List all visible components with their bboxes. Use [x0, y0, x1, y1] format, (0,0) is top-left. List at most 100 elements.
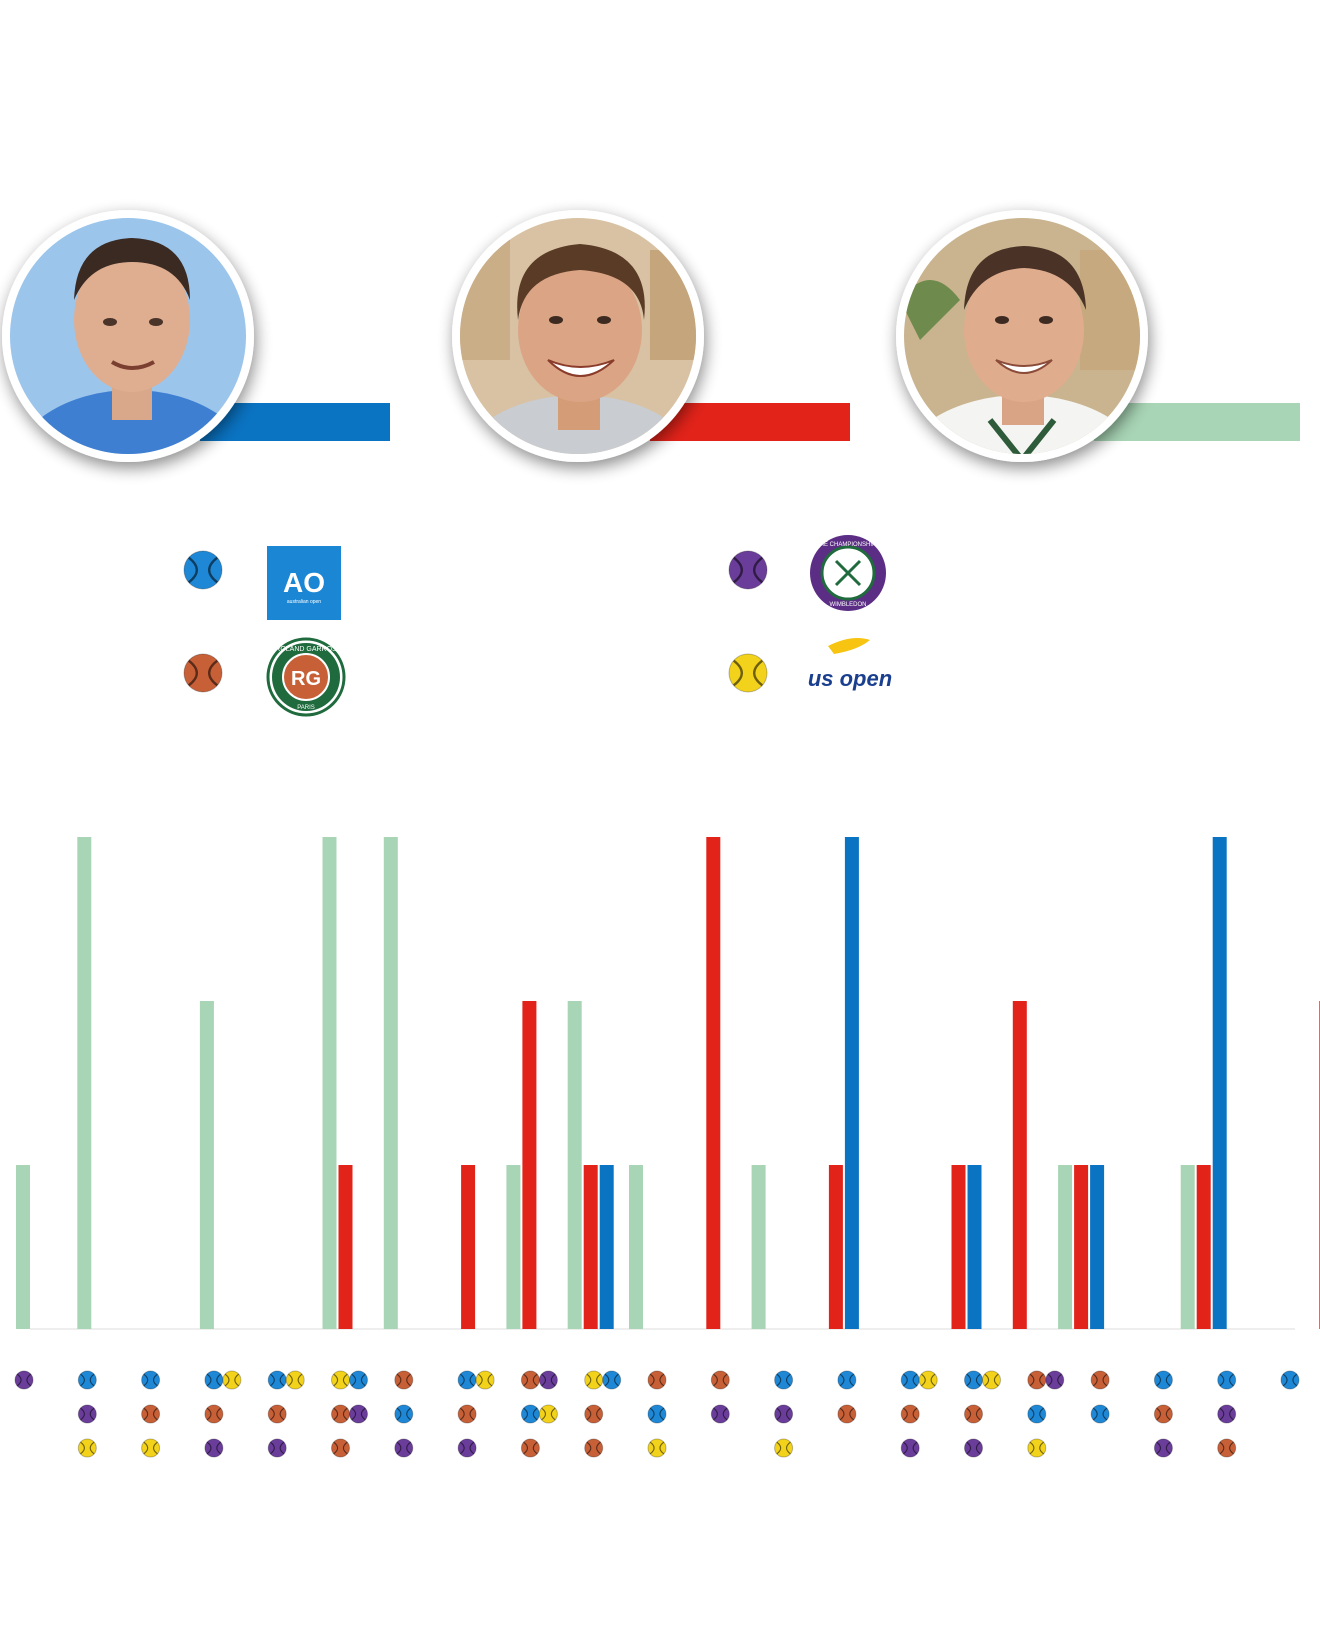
australian-open-logo: AO australian open — [267, 546, 341, 620]
tennis-ball-icon — [520, 1370, 540, 1390]
tennis-ball-icon — [520, 1404, 540, 1424]
bar-nadal-season-16 — [951, 1165, 966, 1329]
legend-item-australian-open: AO australian open — [183, 546, 341, 620]
tennis-ball-icon — [204, 1404, 224, 1424]
tennis-ball-icon — [1027, 1404, 1047, 1424]
svg-text:WIMBLEDON: WIMBLEDON — [829, 602, 866, 608]
tennis-ball-icon — [982, 1370, 1001, 1390]
tennis-ball-icon — [728, 653, 768, 693]
bar-nadal-season-8 — [461, 1165, 476, 1329]
tennis-ball-icon — [394, 1438, 414, 1458]
tennis-ball-icon — [394, 1370, 414, 1390]
tennis-ball-icon — [457, 1404, 477, 1424]
roland-garros-logo: RG ROLAND GARROS PARIS — [266, 637, 346, 717]
tennis-ball-icon — [1153, 1370, 1173, 1390]
bar-federer-season-4 — [199, 1001, 214, 1329]
svg-text:ROLAND GARROS: ROLAND GARROS — [275, 646, 337, 653]
bar-federer-season-7 — [383, 837, 398, 1329]
tennis-ball-icon — [647, 1404, 667, 1424]
tennis-ball-icon — [900, 1404, 920, 1424]
tennis-ball-icon — [774, 1404, 794, 1424]
legend-item-us-open: us open — [728, 638, 892, 693]
tennis-ball-icon — [141, 1370, 161, 1390]
tennis-ball-icon — [710, 1404, 730, 1424]
bar-nadal-season-10 — [583, 1165, 598, 1329]
tennis-ball-icon — [520, 1438, 540, 1458]
tennis-ball-icon — [1217, 1438, 1237, 1458]
bar-nadal-season-18 — [1074, 1165, 1089, 1329]
tennis-ball-icon — [538, 1370, 558, 1390]
tennis-ball-icon — [1090, 1370, 1110, 1390]
tennis-ball-icon — [77, 1404, 97, 1424]
tennis-ball-icon — [457, 1438, 477, 1458]
tennis-ball-icon — [710, 1370, 730, 1390]
tennis-ball-shape — [183, 550, 223, 590]
tennis-ball-shape — [728, 550, 768, 590]
tennis-ball-icon — [900, 1438, 920, 1458]
bar-federer-season-13 — [751, 1165, 766, 1329]
bar-federer-season-11 — [629, 1165, 643, 1329]
tournament-legend: AO australian open RG ROLAND GARROS PARI… — [183, 535, 892, 717]
bar-djokovic-season-14 — [844, 837, 859, 1329]
bar-federer-season-1 — [16, 1165, 30, 1329]
svg-text:us open: us open — [808, 666, 892, 691]
tennis-ball-icon — [141, 1438, 161, 1458]
tennis-ball-shape — [728, 653, 768, 693]
tennis-ball-icon — [964, 1438, 983, 1458]
tennis-ball-icon — [647, 1438, 667, 1458]
tennis-ball-icon — [267, 1438, 287, 1458]
tennis-ball-icon — [141, 1404, 161, 1424]
tennis-ball-icon — [602, 1370, 622, 1390]
tennis-ball-icon — [918, 1370, 938, 1390]
tennis-ball-icon — [394, 1404, 414, 1424]
bar-nadal-season-20 — [1196, 1165, 1211, 1329]
bar-federer-season-9 — [506, 1165, 521, 1329]
tennis-ball-icon — [964, 1370, 983, 1390]
tennis-ball-icon — [285, 1370, 305, 1390]
tennis-ball-icon — [1153, 1404, 1173, 1424]
tennis-ball-icon — [584, 1370, 604, 1390]
tennis-ball-icon — [964, 1404, 983, 1424]
tennis-ball-icon — [267, 1370, 287, 1390]
tennis-ball-icon — [204, 1438, 224, 1458]
bar-djokovic-season-16 — [967, 1165, 982, 1329]
tennis-ball-icon — [1090, 1404, 1110, 1424]
tennis-ball-icon — [837, 1404, 857, 1424]
bar-federer-season-20 — [1180, 1165, 1195, 1329]
tennis-ball-icon — [1217, 1404, 1237, 1424]
tennis-ball-icon — [1280, 1370, 1300, 1390]
tennis-ball-icon — [331, 1370, 350, 1390]
player-3-photo — [904, 218, 1140, 454]
tennis-ball-icon — [774, 1370, 794, 1390]
bar-djokovic-season-20 — [1212, 837, 1227, 1329]
tennis-ball-icon — [457, 1370, 477, 1390]
player-2-color-bar — [650, 403, 850, 441]
player-2-photo — [460, 218, 696, 454]
bar-nadal-season-17 — [1012, 1001, 1027, 1329]
bar-group — [16, 837, 1320, 1329]
svg-text:THE CHAMPIONSHIPS: THE CHAMPIONSHIPS — [816, 542, 880, 548]
svg-text:RG: RG — [291, 668, 321, 690]
tennis-ball-icon — [222, 1370, 242, 1390]
svg-text:australian open: australian open — [287, 599, 321, 605]
tennis-ball-icon — [331, 1404, 350, 1424]
tennis-ball-icon — [267, 1404, 287, 1424]
bar-federer-season-10 — [567, 1001, 582, 1329]
wimbledon-logo: THE CHAMPIONSHIPS WIMBLEDON — [810, 535, 886, 611]
tennis-ball-icon — [183, 653, 223, 693]
tennis-ball-icon — [728, 550, 768, 590]
tennis-ball-icon — [900, 1370, 920, 1390]
player-1-portrait — [2, 210, 390, 462]
tennis-ball-icon — [331, 1438, 350, 1458]
tennis-ball-icon — [475, 1370, 495, 1390]
tennis-ball-icon — [584, 1404, 604, 1424]
tennis-ball-icon — [204, 1370, 224, 1390]
tennis-ball-icon — [77, 1438, 97, 1458]
player-1-color-bar — [200, 403, 390, 441]
tennis-ball-icon — [349, 1404, 368, 1424]
tennis-ball-icon — [14, 1370, 34, 1390]
legend-item-roland-garros: RG ROLAND GARROS PARIS — [183, 637, 346, 717]
tennis-ball-shape — [183, 653, 223, 693]
